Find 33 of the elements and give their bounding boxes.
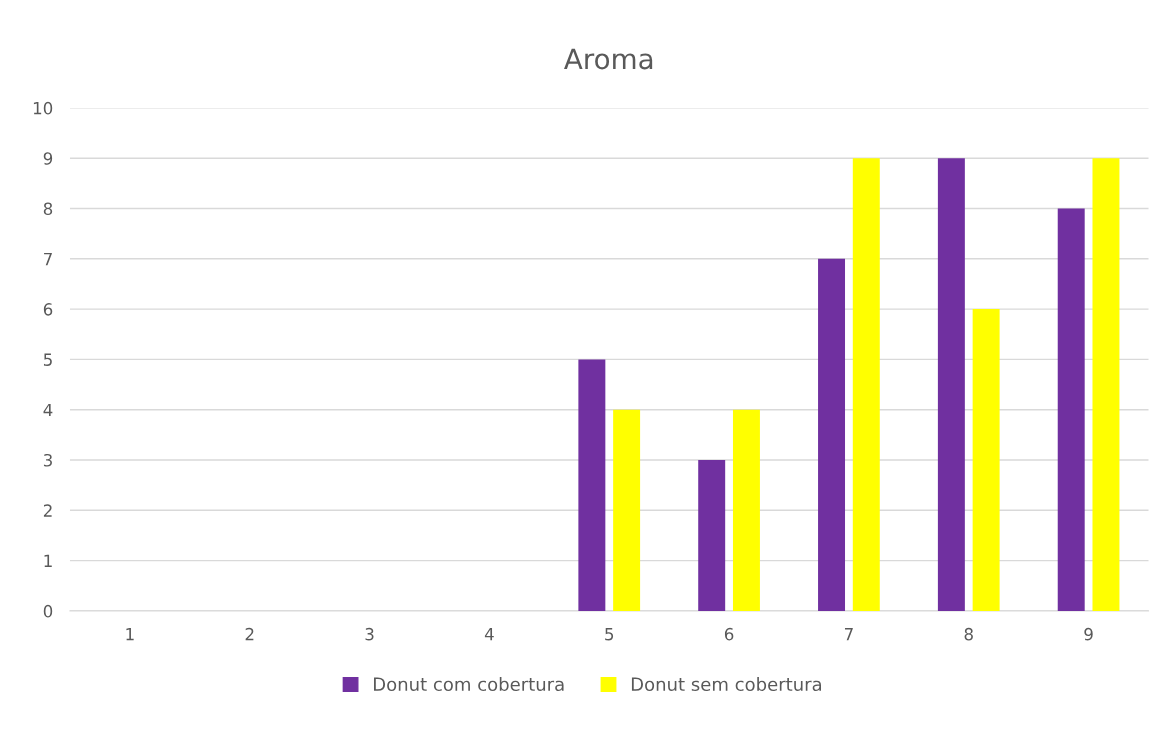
y-tick-label: 10 [33, 101, 53, 115]
y-tick-label: 9 [43, 152, 53, 165]
x-tick-label: 7 [844, 628, 853, 641]
x-tick-label: 2 [245, 627, 254, 641]
chart-title: Aroma [564, 48, 653, 70]
x-tick-label: 8 [964, 627, 973, 641]
bar [972, 309, 1000, 611]
x-tick-label: 4 [484, 628, 494, 641]
y-tick-label: 7 [44, 252, 52, 266]
legend-label: Donut sem cobertura [631, 677, 822, 692]
bar [578, 359, 606, 611]
y-tick-label: 1 [44, 554, 52, 567]
x-tick-label: 9 [1084, 627, 1093, 641]
legend-label: Donut com cobertura [374, 677, 564, 692]
x-tick-label: 6 [724, 627, 734, 641]
y-tick-label: 2 [43, 504, 52, 517]
bar [698, 460, 726, 611]
bar [852, 158, 880, 611]
x-tick-label: 5 [605, 628, 614, 641]
y-tick-label: 0 [43, 604, 53, 618]
y-tick-label: 5 [43, 353, 52, 366]
bar [1092, 158, 1120, 611]
bar [613, 409, 641, 611]
x-tick-label: 3 [365, 627, 374, 641]
y-tick-label: 3 [43, 453, 52, 467]
bar [1057, 208, 1085, 611]
bar [937, 158, 965, 611]
bar [818, 258, 846, 611]
y-tick-label: 4 [43, 403, 53, 417]
y-tick-label: 6 [43, 303, 53, 316]
y-tick-label: 8 [43, 202, 53, 216]
bar [732, 409, 760, 611]
x-tick-label: 1 [126, 628, 134, 641]
